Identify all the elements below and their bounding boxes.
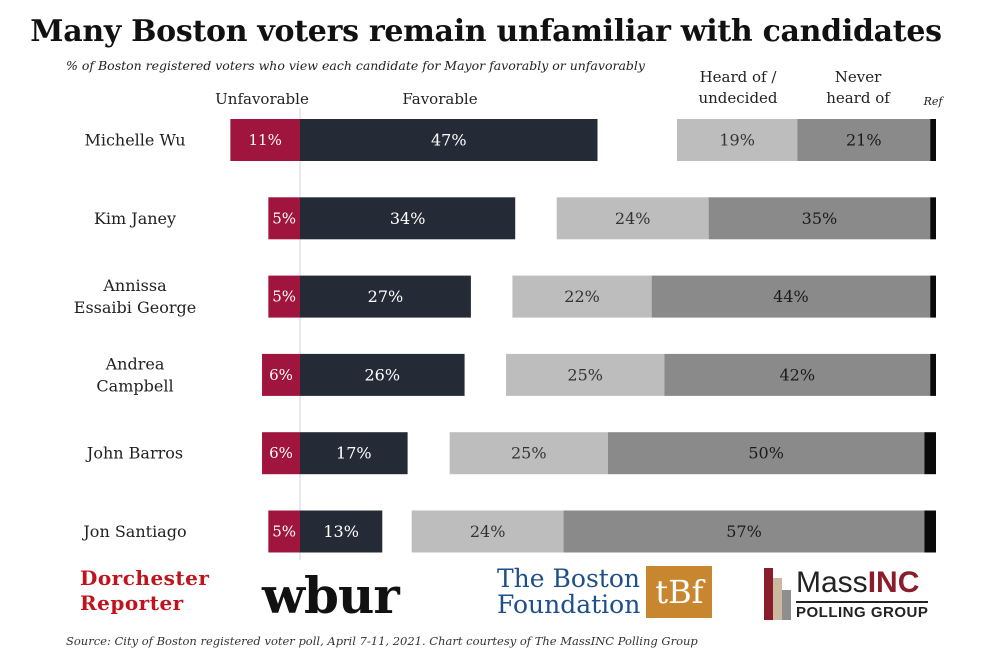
bar-heard-of-undecided: [556, 197, 709, 240]
bar-never-heard-of: [651, 275, 931, 318]
boston-foundation-logo: The Boston Foundation tBf: [497, 566, 713, 618]
bar-favorable: [300, 275, 471, 318]
candidate-name: Kim Janey: [94, 209, 176, 228]
tbf-mark: tBf: [646, 566, 713, 618]
bar-favorable: [300, 353, 465, 396]
boston-foundation-line1: The Boston: [497, 564, 640, 593]
bar-never-heard-of: [607, 432, 925, 475]
bar-unfavorable: [268, 197, 300, 240]
label-favorable: 13%: [323, 522, 359, 541]
header-heard-line2: undecided: [698, 89, 778, 107]
label-never-heard-of: 44%: [773, 287, 809, 306]
bar-ref: [924, 510, 936, 553]
label-heard-of-undecided: 22%: [564, 287, 600, 306]
boston-foundation-line2: Foundation: [497, 590, 641, 619]
bar-ref: [930, 119, 936, 161]
label-never-heard-of: 50%: [748, 444, 784, 463]
bar-ref: [924, 432, 936, 475]
massinc-inc: INC: [867, 566, 920, 599]
label-favorable: 34%: [390, 209, 426, 228]
label-unfavorable: 5%: [272, 288, 296, 306]
candidate-name: Essaibi George: [74, 298, 196, 317]
bar-ref: [930, 275, 936, 318]
label-unfavorable: 5%: [272, 523, 296, 541]
candidate-name: Michelle Wu: [84, 131, 185, 150]
header-heard-of-undecided: Heard of / undecided: [686, 67, 790, 109]
label-never-heard-of: 21%: [846, 131, 882, 150]
label-never-heard-of: 57%: [726, 522, 762, 541]
candidate-name: Campbell: [96, 376, 173, 395]
label-favorable: 17%: [336, 444, 372, 463]
massinc-mass: Mass: [796, 566, 868, 599]
label-favorable: 47%: [431, 131, 467, 150]
massinc-polling-group-logo: MassINC POLLING GROUP: [764, 568, 929, 621]
header-ref: Ref: [923, 95, 943, 108]
label-heard-of-undecided: 25%: [511, 444, 547, 463]
candidate-name: Annissa: [102, 276, 167, 295]
bar-never-heard-of: [708, 197, 931, 240]
label-never-heard-of: 35%: [802, 209, 838, 228]
bar-unfavorable: [268, 510, 300, 553]
bar-never-heard-of: [664, 353, 931, 396]
header-unfavorable: Unfavorable: [215, 90, 309, 108]
bar-favorable: [300, 197, 516, 240]
bar-unfavorable: [268, 275, 300, 318]
bar-ref: [930, 197, 936, 240]
bar-heard-of-undecided: [449, 432, 608, 475]
source-note: Source: City of Boston registered voter …: [66, 634, 698, 648]
massinc-bars-icon: [764, 568, 792, 620]
label-never-heard-of: 42%: [779, 365, 815, 384]
boston-foundation-wordmark: The Boston Foundation: [497, 566, 640, 618]
label-favorable: 26%: [365, 365, 401, 384]
bar-unfavorable: [262, 432, 300, 475]
bar-favorable: [300, 432, 408, 475]
bar-heard-of-undecided: [411, 510, 564, 553]
bar-heard-of-undecided: [677, 119, 798, 161]
bar-favorable: [300, 119, 598, 161]
label-unfavorable: 6%: [269, 444, 293, 462]
bar-heard-of-undecided: [506, 353, 665, 396]
candidate-name: Jon Santiago: [81, 522, 186, 541]
massinc-name: MassINC: [796, 568, 928, 598]
dorchester-reporter-logo: Dorchester Reporter: [80, 566, 209, 616]
wbur-logo: wbur: [262, 566, 400, 625]
header-never-line1: Never: [834, 68, 882, 86]
label-favorable: 27%: [368, 287, 404, 306]
header-favorable: Favorable: [402, 90, 478, 108]
label-heard-of-undecided: 24%: [470, 522, 506, 541]
bar-heard-of-undecided: [512, 275, 652, 318]
candidate-name: John Barros: [85, 444, 183, 463]
massinc-wordmark: MassINC POLLING GROUP: [796, 568, 929, 621]
label-unfavorable: 6%: [269, 366, 293, 384]
chart-title: Many Boston voters remain unfamiliar wit…: [30, 14, 942, 49]
bar-unfavorable: [262, 353, 300, 396]
chart-subtitle: % of Boston registered voters who view e…: [66, 58, 645, 73]
header-never-heard-of: Never heard of: [806, 67, 910, 109]
bar-ref: [930, 353, 936, 396]
massinc-subtitle: POLLING GROUP: [796, 601, 929, 621]
label-heard-of-undecided: 19%: [719, 131, 755, 150]
bar-unfavorable: [230, 119, 300, 161]
dorchester-logo-line2: Reporter: [80, 591, 184, 615]
label-unfavorable: 11%: [249, 131, 282, 149]
bar-never-heard-of: [563, 510, 925, 553]
header-heard-line1: Heard of /: [699, 68, 777, 86]
header-never-line2: heard of: [826, 89, 890, 107]
label-unfavorable: 5%: [272, 209, 296, 227]
dorchester-logo-line1: Dorchester: [80, 566, 210, 590]
label-heard-of-undecided: 24%: [615, 209, 651, 228]
bar-favorable: [300, 510, 383, 553]
candidate-name: Andrea: [105, 354, 165, 373]
label-heard-of-undecided: 25%: [567, 365, 603, 384]
bar-never-heard-of: [797, 119, 931, 161]
